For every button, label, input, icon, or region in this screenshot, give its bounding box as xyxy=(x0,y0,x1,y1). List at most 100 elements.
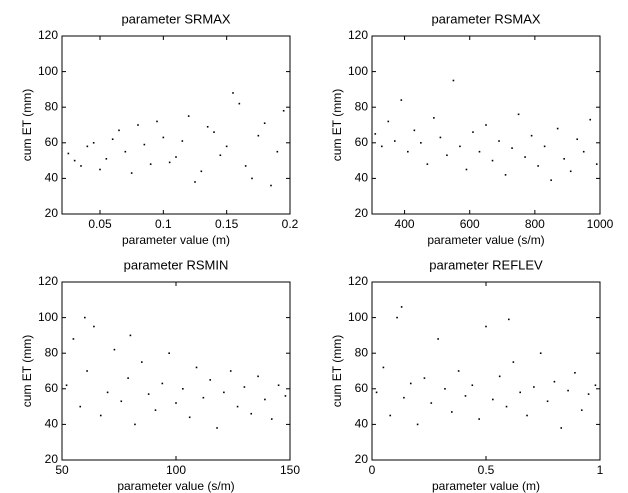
point xyxy=(93,325,95,328)
point xyxy=(250,412,253,415)
point xyxy=(105,158,108,160)
point xyxy=(587,393,590,395)
point xyxy=(595,163,598,165)
point xyxy=(478,418,480,420)
plot-frame xyxy=(61,281,291,461)
point xyxy=(79,405,82,408)
point xyxy=(238,102,241,105)
point xyxy=(134,423,136,426)
point xyxy=(533,386,535,388)
point xyxy=(374,133,377,135)
plot-frame xyxy=(61,35,291,215)
point xyxy=(512,361,515,363)
y-tick-label: 80 xyxy=(355,345,369,359)
point xyxy=(580,409,583,411)
point xyxy=(457,370,460,372)
point xyxy=(409,382,412,385)
point xyxy=(161,382,164,385)
point xyxy=(84,316,86,319)
y-tick-label: 20 xyxy=(45,206,59,220)
point xyxy=(257,134,260,137)
x-tick-label: 1 xyxy=(597,463,604,477)
point xyxy=(124,150,127,153)
point xyxy=(276,150,279,153)
point xyxy=(149,163,152,165)
x-tick-label: 1000 xyxy=(587,217,614,231)
point xyxy=(380,145,383,148)
point xyxy=(130,172,133,174)
point xyxy=(194,181,196,183)
y-tick-label: 120 xyxy=(348,28,368,42)
y-tick-label: 60 xyxy=(45,135,59,149)
point xyxy=(491,159,494,162)
plot-frame xyxy=(371,35,601,215)
point xyxy=(187,115,190,117)
point xyxy=(472,131,474,133)
point xyxy=(471,384,474,387)
point xyxy=(465,168,468,171)
point xyxy=(73,159,76,162)
point xyxy=(181,140,184,142)
point xyxy=(118,129,120,132)
point xyxy=(156,120,158,123)
point xyxy=(517,113,520,116)
chart-title: parameter SRMAX xyxy=(121,11,230,26)
point xyxy=(537,165,539,167)
point xyxy=(400,306,403,308)
point xyxy=(232,92,234,94)
point xyxy=(236,405,239,408)
y-tick-label: 60 xyxy=(45,381,59,395)
point xyxy=(162,136,165,139)
x-tick-label: 400 xyxy=(395,217,415,231)
point xyxy=(451,411,453,413)
point xyxy=(154,409,157,411)
point xyxy=(426,163,429,165)
point xyxy=(505,405,508,408)
x-tick-label: 0.1 xyxy=(155,217,172,231)
point xyxy=(175,156,177,158)
point xyxy=(530,134,533,137)
x-axis-label: parameter value (m) xyxy=(432,479,540,493)
y-tick-label: 100 xyxy=(348,310,368,324)
y-tick-label: 60 xyxy=(355,135,369,149)
point xyxy=(444,388,446,390)
point xyxy=(478,150,481,153)
y-tick-label: 60 xyxy=(355,381,369,395)
point xyxy=(113,348,116,351)
x-tick-label: 800 xyxy=(525,217,545,231)
point xyxy=(589,118,592,121)
point xyxy=(574,371,576,374)
point xyxy=(569,170,572,173)
point xyxy=(106,391,109,394)
point xyxy=(519,391,521,394)
point xyxy=(439,136,442,139)
point xyxy=(264,398,266,401)
point xyxy=(143,143,146,146)
point xyxy=(195,366,198,369)
point xyxy=(508,318,510,321)
point xyxy=(394,140,396,142)
x-tick-label: 600 xyxy=(460,217,480,231)
x-axis-label: parameter value (s/m) xyxy=(427,233,544,247)
y-tick-label: 80 xyxy=(45,345,59,359)
point xyxy=(389,414,392,417)
point xyxy=(407,150,409,153)
point xyxy=(137,124,139,126)
y-tick-label: 40 xyxy=(355,171,369,185)
point xyxy=(524,156,526,158)
point xyxy=(543,145,546,148)
point xyxy=(223,391,225,394)
point xyxy=(147,393,150,395)
point xyxy=(550,179,552,181)
point xyxy=(257,375,259,378)
x-tick-label: 0.2 xyxy=(282,217,299,231)
y-tick-label: 80 xyxy=(355,99,369,113)
x-tick-label: 0.05 xyxy=(88,217,112,231)
point xyxy=(92,142,95,144)
point xyxy=(403,396,405,399)
point xyxy=(413,129,416,132)
x-tick-label: 150 xyxy=(280,463,300,477)
y-tick-label: 20 xyxy=(355,206,369,220)
